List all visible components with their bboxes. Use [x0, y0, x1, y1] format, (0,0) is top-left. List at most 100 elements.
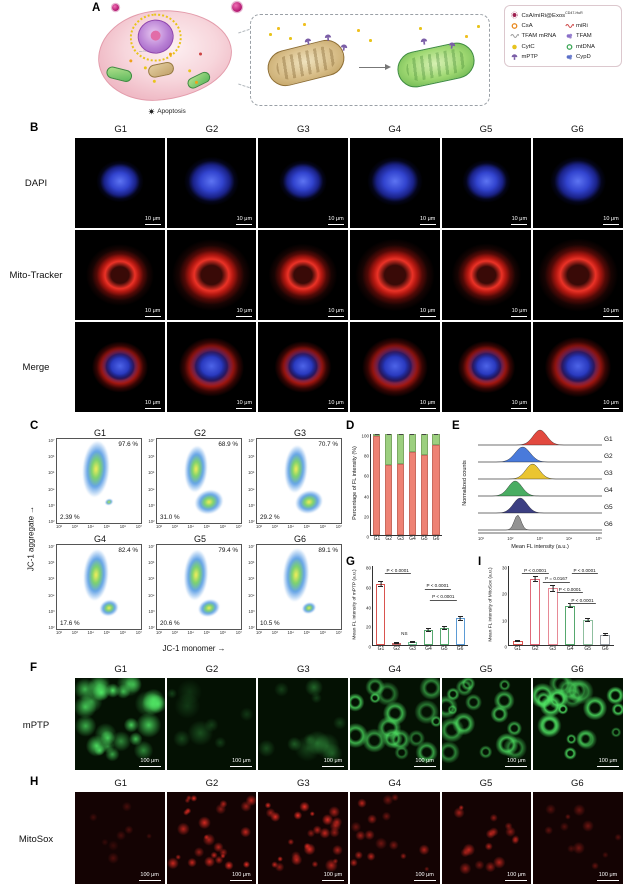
micrograph-mito-tracker-g5: 10 μm	[441, 230, 532, 320]
rect-shape	[450, 45, 453, 49]
panel-a-label: A	[92, 2, 101, 14]
x-tick-label: 10⁷	[235, 630, 242, 635]
y-tick-label: 10³	[148, 502, 155, 508]
x-tick-label: 10¹	[478, 536, 485, 541]
ridge-g1	[478, 429, 602, 446]
y-tick-label: 10⁶	[248, 454, 255, 460]
y-tick-label: 10⁶	[48, 454, 55, 460]
x-tick-label: 10²	[56, 630, 63, 635]
scale-bar-line	[511, 407, 528, 409]
cytc-dots	[269, 33, 272, 36]
y-tick-label: 10⁴	[148, 486, 155, 492]
y-tick-label: 10⁷	[48, 544, 55, 549]
y-tick-label: 10²	[248, 518, 255, 524]
stacked-segment-aggregate	[408, 451, 416, 535]
micrograph-merge-g2: 10 μm	[166, 322, 257, 412]
micrograph-merge-g1: 10 μm	[75, 322, 165, 412]
panel-h-label: H	[30, 776, 39, 788]
y-tick-label: 80	[363, 453, 369, 459]
x-tick-label: 10⁶	[219, 524, 227, 529]
path-shape	[510, 34, 519, 38]
x-tick-label: G6	[456, 646, 464, 652]
scale-bar-label: 10 μm	[419, 400, 436, 407]
bar-g4	[565, 605, 576, 645]
legend-item: TFAM	[565, 32, 617, 40]
panel-g: G Mean FL intensity of mPTP (a.u.) 0 20 40…	[344, 552, 478, 664]
y-tick-label: 10⁷	[48, 438, 55, 443]
monomer-percentage: 31.0 %	[160, 514, 180, 521]
x-tick-label: 10³	[171, 524, 178, 529]
scale-bar-label: 10 μm	[328, 216, 344, 223]
error-bar	[585, 617, 591, 623]
y-tick-label: 0	[366, 534, 369, 540]
y-tick-label: 10³	[48, 502, 55, 508]
exosome-particle	[112, 4, 119, 11]
stacked-segment-monomer	[408, 434, 416, 452]
scale-bar-label: 100 μm	[232, 758, 251, 765]
panel-i-y-axis-label: Mean FL intensity of MitoSox (a.u.)	[488, 567, 494, 642]
ridge-label-g4: G4	[604, 487, 613, 494]
row-label-mito-tracker: Mito-Tracker	[9, 270, 63, 281]
legend-item: mPTP	[510, 53, 562, 61]
circle-shape	[568, 56, 572, 60]
x-tick-label: G1	[373, 536, 381, 542]
flow-x-ticks: 10² 10³ 10⁴ 10⁵ 10⁶ 10⁷	[156, 524, 242, 529]
mptp-row: 100 μm 100 μm 100 μm 100 μm 100 μm 100 μm	[75, 678, 623, 770]
scale-bar-label: 100 μm	[140, 758, 159, 765]
flow-y-axis-label: JC-1 aggregate→	[27, 484, 36, 594]
flow-density-area: 89.1 % 10.5 %	[256, 544, 342, 630]
density-cloud-aggregate	[181, 548, 210, 602]
bar-g5	[582, 620, 593, 645]
flow-plot-g3: G3 10⁷ 10⁶ 10⁵ 10⁴ 10³ 10² 70.7 % 29.2 % 10² 10³ 10…	[244, 428, 344, 529]
y-tick-label: 10⁵	[248, 470, 255, 476]
bar-g6	[600, 634, 611, 645]
y-tick-label: 10³	[248, 608, 255, 614]
scale-bar: 10 μm	[419, 216, 436, 225]
stacked-segment-aggregate	[373, 436, 381, 535]
flow-density-area: 68.9 % 31.0 %	[156, 438, 242, 524]
legend-label: CsA	[521, 22, 533, 29]
x-tick-label: G2	[393, 646, 401, 652]
y-tick-label: 30	[501, 565, 507, 571]
y-tick-label: 10⁴	[48, 592, 55, 598]
density-cloud-monomer	[195, 596, 223, 620]
scale-bar-line	[413, 879, 436, 881]
scale-bar-label: 100 μm	[415, 758, 434, 765]
x-tick-label: 10⁴	[87, 524, 94, 529]
y-tick-label: 10²	[248, 624, 255, 630]
scale-bar-label: 100 μm	[507, 872, 526, 879]
micrograph-dapi-g2: 10 μm	[166, 138, 257, 228]
scale-bar-line	[602, 407, 619, 409]
flow-x-ticks: 10² 10³ 10⁴ 10⁵ 10⁶ 10⁷	[256, 524, 342, 529]
mptp-channel-icon	[304, 38, 312, 45]
y-tick-label: 10⁵	[248, 576, 255, 582]
scale-bar-line	[511, 223, 528, 225]
y-tick-label: 10⁴	[48, 486, 55, 492]
flow-plot-title: G3	[293, 428, 306, 438]
panel-g-label: G	[346, 556, 355, 568]
error-bar	[515, 640, 521, 643]
micrograph-dapi-g6: 10 μm	[533, 138, 623, 228]
row-label-mitosox: MitoSox	[18, 834, 54, 845]
scale-bar-line	[144, 407, 161, 409]
path-shape	[448, 42, 456, 47]
micrograph-mito-tracker-g2: 10 μm	[166, 230, 257, 320]
micrograph-merge-g6: 10 μm	[533, 322, 623, 412]
aggregate-percentage: 89.1 %	[318, 547, 338, 554]
y-tick-label: 10⁷	[248, 438, 255, 443]
column-header-g1: G1	[114, 124, 127, 135]
bar-g4	[423, 630, 433, 645]
y-tick-label: 10⁴	[148, 592, 155, 598]
mito-tracker-row: 10 μm 10 μm 10 μm 10 μm 10 μm 10 μm	[75, 230, 623, 320]
scale-bar: 10 μm	[144, 400, 161, 409]
y-tick-label: 10⁵	[148, 470, 155, 476]
error-bar	[550, 585, 556, 592]
panel-h-column-headers: G1 G2 G3 G4 G5 G6	[75, 778, 623, 789]
scale-bar-line	[419, 315, 436, 317]
flow-plot-g6: G6 10⁷ 10⁶ 10⁵ 10⁴ 10³ 10² 89.1 % 10.5 % 10² 10³ 10…	[244, 534, 344, 635]
circle-shape	[512, 13, 517, 17]
column-header-g1: G1	[114, 664, 127, 675]
significance-annotation: P < 0.0001	[569, 597, 596, 605]
error-cap	[410, 434, 415, 435]
y-tick-label: 10⁶	[148, 454, 155, 460]
